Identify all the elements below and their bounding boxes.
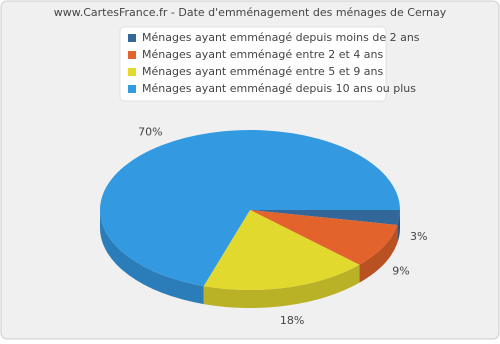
legend-label: Ménages ayant emménagé entre 2 et 4 ans: [142, 48, 384, 61]
slice: [250, 210, 398, 265]
slice-side: [203, 264, 360, 308]
legend-swatch: [128, 34, 136, 42]
legend-swatch: [128, 68, 136, 76]
legend-label: Ménages ayant emménagé depuis 10 ans ou …: [142, 82, 416, 95]
value-label: 18%: [280, 314, 304, 327]
slice-side: [359, 224, 398, 283]
slice: [100, 130, 400, 287]
legend-swatch: [128, 85, 136, 93]
slice-side: [397, 210, 400, 243]
slice-side: [100, 210, 204, 305]
legend-label: Ménages ayant emménagé entre 5 et 9 ans: [142, 65, 384, 78]
chart-title: www.CartesFrance.fr - Date d'emménagemen…: [54, 6, 447, 19]
legend-label: Ménages ayant emménagé depuis moins de 2…: [142, 31, 420, 44]
value-label: 3%: [410, 230, 427, 243]
slice: [203, 210, 360, 290]
slice: [250, 210, 400, 225]
value-label: 70%: [138, 125, 162, 138]
legend-box: [119, 26, 387, 102]
legend-swatch: [128, 51, 136, 59]
value-label: 9%: [392, 265, 409, 278]
